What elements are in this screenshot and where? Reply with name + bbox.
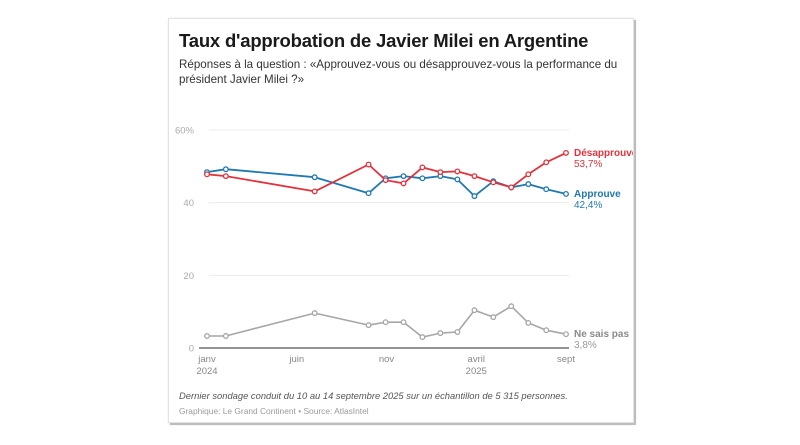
data-point xyxy=(382,319,389,326)
series-label-value: 42,4% xyxy=(574,200,602,211)
data-point xyxy=(454,176,461,183)
series-label-name: Ne sais pas xyxy=(574,329,629,340)
data-point xyxy=(222,166,229,173)
data-point xyxy=(563,190,569,197)
series-label-name: Désapprouve xyxy=(574,148,633,159)
data-point xyxy=(222,333,229,339)
x-tick-sublabel: 2024 xyxy=(196,366,217,377)
footnote: Dernier sondage conduit du 10 au 14 sept… xyxy=(179,390,568,401)
x-tick-sublabel: 2025 xyxy=(466,366,487,377)
data-point xyxy=(563,331,569,338)
data-point xyxy=(525,171,532,178)
series-label-name: Approuve xyxy=(574,189,621,200)
data-point xyxy=(543,186,550,193)
data-point xyxy=(437,169,444,176)
y-axis: 0 20 40 60% xyxy=(175,126,195,355)
chart-subtitle: Réponses à la question : «Approuvez-vous… xyxy=(179,58,618,86)
gridlines xyxy=(199,129,569,349)
data-point xyxy=(311,174,318,181)
data-point xyxy=(454,329,461,335)
data-point xyxy=(419,334,426,341)
data-point xyxy=(508,303,515,310)
data-point xyxy=(437,330,444,337)
data-point xyxy=(490,314,497,321)
data-point xyxy=(400,180,407,187)
data-point xyxy=(419,175,426,182)
data-point xyxy=(222,173,229,180)
data-point xyxy=(471,173,478,180)
data-point xyxy=(400,319,407,326)
data-point xyxy=(419,164,426,171)
data-point xyxy=(365,190,372,197)
data-point xyxy=(400,173,407,180)
data-point xyxy=(311,310,318,317)
y-tick-label: 20 xyxy=(183,271,194,282)
chart-card: Taux d'approbation de Javier Milei en Ar… xyxy=(168,18,634,423)
data-point xyxy=(525,181,532,188)
x-tick-label: juin xyxy=(288,354,304,365)
series-label-value: 3,8% xyxy=(574,340,597,351)
data-point xyxy=(525,319,532,326)
data-point xyxy=(490,179,497,186)
data-point xyxy=(365,161,372,168)
series xyxy=(204,149,569,341)
chart-title: Taux d'approbation de Javier Milei en Ar… xyxy=(179,30,589,51)
series-label-value: 53,7% xyxy=(574,159,602,170)
data-point xyxy=(543,159,550,166)
data-point xyxy=(563,149,569,156)
data-point xyxy=(365,322,372,329)
y-tick-label: 60% xyxy=(175,126,195,137)
data-point xyxy=(471,307,478,314)
data-point xyxy=(508,184,515,191)
data-point xyxy=(382,177,389,184)
x-tick-label: sept xyxy=(557,354,575,365)
data-point xyxy=(543,327,550,334)
data-point xyxy=(204,333,210,339)
x-tick-label: janv xyxy=(197,354,216,365)
data-point xyxy=(311,188,318,195)
source-credit: Graphique: Le Grand Continent • Source: … xyxy=(179,406,369,416)
data-point xyxy=(204,171,210,178)
x-tick-label: nov xyxy=(379,354,395,365)
y-tick-label: 40 xyxy=(183,198,194,209)
data-point xyxy=(454,168,461,175)
data-point xyxy=(471,193,478,200)
y-tick-label: 0 xyxy=(189,344,194,355)
x-tick-label: avril xyxy=(468,354,485,365)
